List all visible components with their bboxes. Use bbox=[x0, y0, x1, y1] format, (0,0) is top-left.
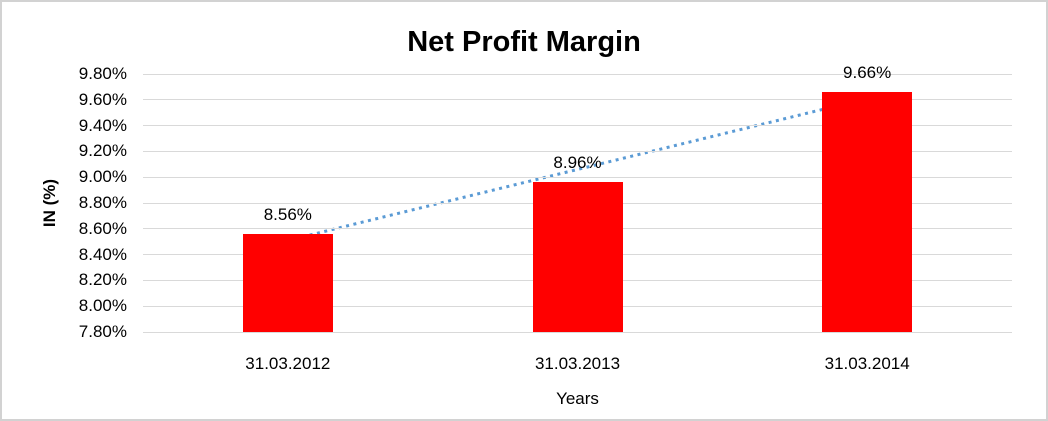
gridline bbox=[143, 99, 1012, 101]
bar-data-label: 9.66% bbox=[843, 63, 892, 83]
y-axis-tick-label: 8.80% bbox=[78, 193, 127, 212]
y-axis-tick-label: 9.80% bbox=[78, 64, 127, 83]
x-axis-category-label: 31.03.2014 bbox=[824, 354, 910, 373]
y-axis-tick-label: 9.40% bbox=[78, 115, 127, 135]
gridline bbox=[143, 73, 1012, 75]
y-axis-tick-label: 8.20% bbox=[78, 270, 127, 290]
x-axis-category-label: 31.03.2013 bbox=[534, 354, 621, 373]
bar-31.03.2013 bbox=[532, 182, 623, 332]
y-axis-tick-label: 7.80% bbox=[78, 322, 127, 341]
gridline bbox=[143, 125, 1012, 127]
bar-data-label: 8.96% bbox=[553, 153, 602, 173]
x-axis-category-label: 31.03.2012 bbox=[245, 354, 331, 373]
x-axis-title: Years bbox=[556, 389, 599, 408]
chart-title: Net Profit Margin bbox=[407, 26, 641, 58]
y-axis-tick-label: 9.20% bbox=[78, 141, 127, 161]
y-axis-tick-label: 9.60% bbox=[78, 89, 127, 109]
y-axis-tick-label: 8.40% bbox=[78, 244, 127, 264]
bar-31.03.2014 bbox=[822, 92, 913, 332]
y-axis-tick-label: 8.00% bbox=[78, 296, 127, 316]
y-axis-tick-label: 9.00% bbox=[78, 167, 127, 187]
y-axis-tick-label: 8.60% bbox=[78, 218, 127, 238]
gridline bbox=[143, 150, 1012, 152]
bar-31.03.2012 bbox=[242, 233, 333, 332]
gridline bbox=[143, 176, 1012, 178]
bar-data-label: 8.56% bbox=[263, 204, 312, 224]
gridline bbox=[143, 331, 1012, 333]
